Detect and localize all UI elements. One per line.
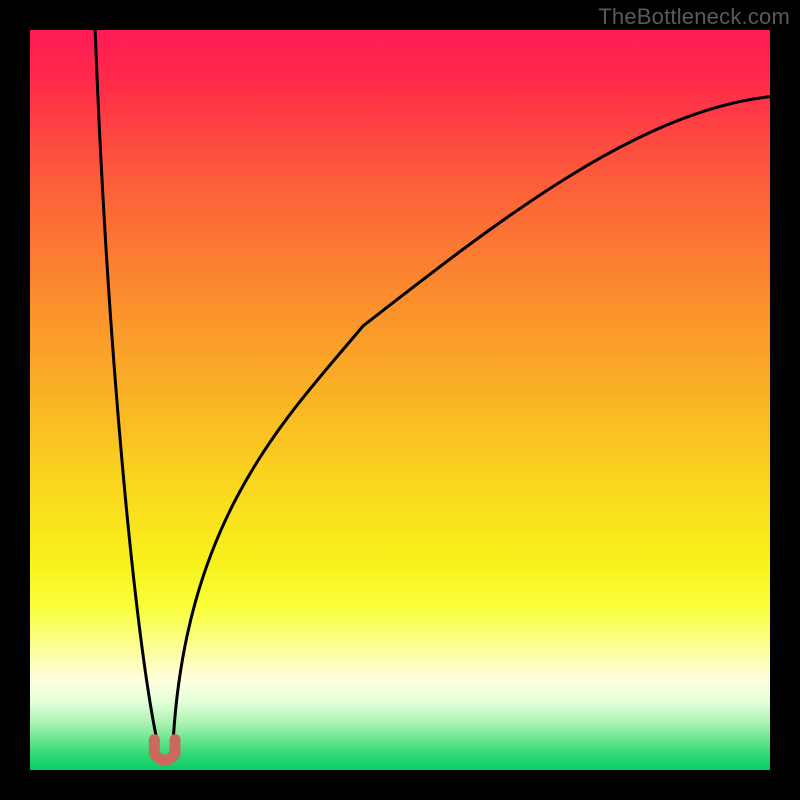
chart-container: TheBottleneck.com: [0, 0, 800, 800]
bottleneck-chart: [0, 0, 800, 800]
watermark-text: TheBottleneck.com: [598, 4, 790, 30]
gradient-plot-area: [30, 30, 770, 770]
